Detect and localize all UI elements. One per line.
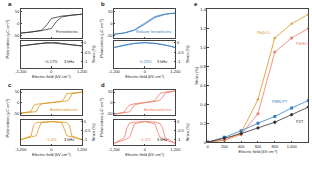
svg-text:0.6: 0.6: [200, 83, 206, 88]
svg-text:0: 0: [84, 40, 87, 45]
svg-text:0.4: 0.4: [200, 102, 206, 107]
svg-text:0: 0: [110, 100, 113, 105]
svg-text:50: 50: [108, 9, 113, 14]
svg-text:-0.5: -0.5: [84, 50, 92, 55]
svg-text:Electric field (kV cm⁻¹): Electric field (kV cm⁻¹): [32, 74, 71, 79]
svg-text:400: 400: [238, 144, 245, 149]
svg-text:Polarization (μC cm⁻²): Polarization (μC cm⁻²): [99, 98, 104, 137]
svg-text:-1: -1: [177, 59, 181, 64]
svg-text:Polarization (μC cm⁻²): Polarization (μC cm⁻²): [5, 98, 10, 137]
svg-text:1,200: 1,200: [170, 69, 181, 74]
svg-text:c: c: [8, 82, 12, 88]
svg-text:0: 0: [17, 21, 20, 26]
svg-text:-1: -1: [84, 59, 88, 64]
svg-text:-50: -50: [107, 111, 114, 116]
svg-text:-1: -1: [84, 137, 88, 142]
svg-text:-1,200: -1,200: [108, 147, 120, 152]
svg-text:1,000: 1,000: [287, 144, 298, 149]
svg-text:Strain (%): Strain (%): [194, 66, 199, 84]
svg-text:PbHfO₃: PbHfO₃: [296, 41, 310, 46]
svg-text:50: 50: [108, 89, 113, 94]
svg-text:0: 0: [144, 147, 147, 152]
svg-text:Strain (%): Strain (%): [185, 123, 190, 141]
svg-text:0: 0: [177, 119, 180, 124]
svg-text:~1.2%: ~1.2%: [139, 137, 151, 142]
svg-text:3 kHz: 3 kHz: [64, 59, 74, 64]
svg-text:50: 50: [15, 9, 20, 14]
svg-text:800: 800: [271, 144, 278, 149]
svg-text:0: 0: [206, 144, 209, 149]
svg-text:PZT: PZT: [296, 119, 304, 124]
svg-text:-50: -50: [107, 33, 114, 38]
svg-text:d: d: [101, 82, 105, 88]
svg-text:3 kHz: 3 kHz: [157, 59, 167, 64]
svg-text:Strain (%): Strain (%): [91, 123, 96, 141]
svg-text:-0.5: -0.5: [84, 128, 92, 133]
svg-text:1.4: 1.4: [200, 7, 206, 12]
svg-text:600: 600: [255, 144, 262, 149]
svg-text:-1,200: -1,200: [15, 147, 27, 152]
svg-text:Electric field (kV cm⁻¹): Electric field (kV cm⁻¹): [32, 152, 71, 157]
svg-text:0: 0: [144, 69, 147, 74]
svg-text:Antiferroelectric: Antiferroelectric: [144, 107, 172, 112]
svg-text:-0.5: -0.5: [177, 50, 185, 55]
svg-text:3 kHz: 3 kHz: [64, 137, 74, 142]
svg-text:0: 0: [50, 69, 53, 74]
svg-text:Electric field (kV cm⁻¹): Electric field (kV cm⁻¹): [125, 74, 164, 79]
svg-text:-1,200: -1,200: [108, 69, 120, 74]
svg-text:~0.25%: ~0.25%: [138, 59, 152, 64]
svg-text:Strain (%): Strain (%): [185, 45, 190, 63]
svg-text:0.8: 0.8: [200, 64, 206, 69]
svg-text:-50: -50: [13, 111, 20, 116]
svg-text:0: 0: [17, 100, 20, 105]
svg-text:a: a: [8, 1, 12, 7]
svg-text:-0.5: -0.5: [177, 128, 185, 133]
svg-text:0: 0: [177, 40, 180, 45]
svg-text:0.2: 0.2: [200, 121, 206, 126]
svg-text:0: 0: [204, 140, 207, 145]
svg-text:0: 0: [84, 119, 87, 124]
svg-text:b: b: [101, 1, 105, 7]
svg-text:1.0: 1.0: [200, 45, 206, 50]
svg-text:200: 200: [221, 144, 228, 149]
svg-text:1.2: 1.2: [200, 26, 206, 31]
svg-text:Electric field (kV cm⁻¹): Electric field (kV cm⁻¹): [125, 152, 164, 157]
svg-text:-50: -50: [13, 33, 20, 38]
svg-text:e: e: [194, 1, 198, 7]
svg-text:Ferroelectric: Ferroelectric: [56, 29, 78, 34]
svg-text:PMN-PT: PMN-PT: [272, 99, 288, 104]
svg-text:Strain (%): Strain (%): [91, 45, 96, 63]
svg-text:1,200: 1,200: [77, 147, 88, 152]
svg-text:1,200: 1,200: [170, 147, 181, 152]
svg-text:0: 0: [50, 147, 53, 152]
svg-text:~0.17%: ~0.17%: [44, 59, 58, 64]
svg-text:-1,200: -1,200: [15, 69, 27, 74]
svg-text:~1.0%: ~1.0%: [45, 137, 57, 142]
svg-text:Relaxor ferroelectric: Relaxor ferroelectric: [136, 29, 172, 34]
svg-text:PbZrO₃: PbZrO₃: [257, 30, 271, 35]
svg-text:0: 0: [110, 21, 113, 26]
svg-text:50: 50: [15, 89, 20, 94]
svg-text:-1: -1: [177, 137, 181, 142]
svg-text:Polarization (μC cm⁻²): Polarization (μC cm⁻²): [99, 19, 104, 58]
svg-text:Electric field (kV cm⁻¹): Electric field (kV cm⁻¹): [239, 149, 278, 154]
svg-text:Polarization (μC cm⁻²): Polarization (μC cm⁻²): [5, 19, 10, 58]
svg-text:Antiferroelectric: Antiferroelectric: [50, 107, 78, 112]
svg-text:3 kHz: 3 kHz: [157, 137, 167, 142]
svg-text:1,200: 1,200: [77, 69, 88, 74]
